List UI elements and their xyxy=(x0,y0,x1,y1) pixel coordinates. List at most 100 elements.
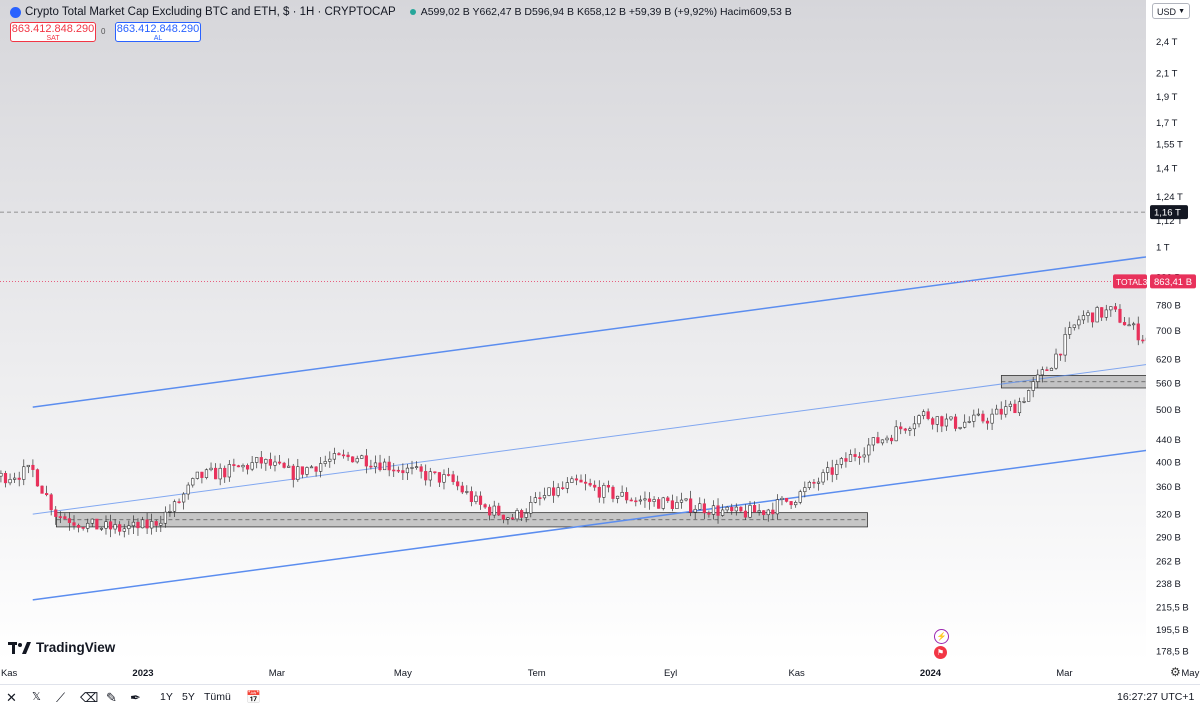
candle-body-262 xyxy=(912,423,917,430)
price-chart[interactable]: 2,7 T2,4 T2,1 T1,9 T1,7 T1,55 T1,4 T1,24… xyxy=(0,0,1200,684)
candle-body-89 xyxy=(122,528,126,532)
candle-body-236 xyxy=(794,502,798,506)
y-tick-label-17: 400 B xyxy=(1156,457,1181,468)
candle-body-69 xyxy=(31,464,35,470)
candle-body-237 xyxy=(798,491,802,503)
event-lightning-icon[interactable]: ⚡ xyxy=(934,629,949,644)
y-tick-label-9: 1 T xyxy=(1156,242,1170,253)
candle-body-253 xyxy=(871,437,875,446)
candle-body-81 xyxy=(86,522,90,529)
y-tick-label-12: 700 B xyxy=(1156,326,1181,337)
candle-body-92 xyxy=(136,521,140,529)
candle-body-99 xyxy=(168,510,172,513)
range-all[interactable]: Tümü xyxy=(204,691,231,703)
candle-body-310 xyxy=(1132,323,1136,326)
candle-body-68 xyxy=(26,464,30,468)
candle-body-197 xyxy=(615,495,620,499)
candle-body-121 xyxy=(268,459,273,466)
candle-body-213 xyxy=(689,498,693,513)
candle-body-250 xyxy=(858,456,862,458)
pattern-tool-icon[interactable]: ⟋ xyxy=(56,690,66,705)
candle-body-275 xyxy=(972,414,976,422)
event-flag-icon[interactable]: ⚑ xyxy=(934,646,947,659)
ohlc-values: A599,02 B Y662,47 B D596,94 B K658,12 B … xyxy=(420,6,792,18)
candle-body-129 xyxy=(305,467,309,475)
candle-body-200 xyxy=(629,499,633,502)
candle-body-182 xyxy=(547,487,551,496)
candle-body-178 xyxy=(529,502,533,514)
candle-body-76 xyxy=(63,516,67,519)
candle-body-94 xyxy=(145,519,149,529)
candle-body-248 xyxy=(848,454,853,462)
candle-body-180 xyxy=(538,497,542,499)
candle-body-104 xyxy=(191,478,195,486)
gear-icon[interactable]: ⚙ xyxy=(1170,665,1181,679)
price-axis[interactable] xyxy=(1146,0,1200,662)
y-tick-label-6: 1,4 T xyxy=(1156,164,1178,175)
candle-body-65 xyxy=(13,477,17,480)
time-axis[interactable] xyxy=(0,662,1200,684)
candle-body-150 xyxy=(401,470,405,474)
symbol-title[interactable]: Crypto Total Market Cap Excluding BTC an… xyxy=(25,6,396,18)
x-icon[interactable]: 𝕏 xyxy=(32,691,41,703)
candle-body-149 xyxy=(396,469,400,472)
candle-body-132 xyxy=(319,463,323,472)
candle-body-186 xyxy=(565,482,569,489)
twitter-icon[interactable]: ✕ xyxy=(6,690,17,705)
y-tick-label-7: 1,24 T xyxy=(1156,192,1183,203)
candle-body-202 xyxy=(638,499,642,502)
sell-label: SAT xyxy=(46,35,60,42)
candle-body-207 xyxy=(661,497,665,509)
candle-body-299 xyxy=(1081,315,1086,321)
candle-body-87 xyxy=(113,524,117,530)
buy-button[interactable]: 863.412.848.290 AL xyxy=(115,22,201,42)
candle-body-218 xyxy=(711,505,716,515)
candle-body-282 xyxy=(1004,406,1008,415)
candle-body-107 xyxy=(204,469,209,478)
candle-body-203 xyxy=(643,498,647,501)
sell-price: 863.412.848.290 xyxy=(11,23,95,35)
candle-body-235 xyxy=(789,501,793,506)
candle-body-66 xyxy=(17,477,21,480)
x-tick-label-2: Kas xyxy=(1,668,18,679)
candle-body-232 xyxy=(775,499,780,515)
candle-body-220 xyxy=(720,509,725,516)
candle-body-229 xyxy=(762,510,766,516)
candle-body-280 xyxy=(995,408,999,415)
brush-icon[interactable]: ✎ xyxy=(106,690,117,705)
candle-body-214 xyxy=(693,508,697,513)
currency-select[interactable]: USD ▼ xyxy=(1152,3,1190,19)
candle-body-166 xyxy=(474,495,478,502)
candle-body-193 xyxy=(597,486,601,498)
candle-body-128 xyxy=(300,466,304,475)
calendar-icon[interactable]: 📅 xyxy=(246,690,261,704)
candle-body-179 xyxy=(533,497,537,503)
channel-upper-line xyxy=(32,248,1200,408)
y-tick-label-3: 1,9 T xyxy=(1156,92,1178,103)
candle-body-288 xyxy=(1031,381,1035,391)
candle-body-234 xyxy=(784,497,789,502)
time-axis-labels: TemEylKas2023MarMayTemEylKas2024MarMayEy… xyxy=(1,668,1200,679)
eraser-icon[interactable]: ⌫ xyxy=(80,690,99,705)
buy-price: 863.412.848.290 xyxy=(116,23,200,35)
candle-body-169 xyxy=(488,506,492,516)
crosshair xyxy=(0,211,1146,282)
candle-body-188 xyxy=(574,478,579,481)
candle-body-167 xyxy=(478,495,483,505)
candle-body-101 xyxy=(177,501,181,503)
market-status-icon xyxy=(409,9,416,15)
sell-button[interactable]: 863.412.848.290 SAT xyxy=(10,22,96,42)
candle-body-281 xyxy=(999,408,1003,415)
candle-body-78 xyxy=(72,522,76,526)
candle-body-122 xyxy=(273,461,277,466)
candle-body-71 xyxy=(40,485,44,494)
candle-body-286 xyxy=(1022,401,1026,403)
crosshair-price-box xyxy=(1150,205,1188,220)
candle-body-120 xyxy=(264,459,268,464)
range-1y[interactable]: 1Y xyxy=(160,691,173,703)
candle-body-119 xyxy=(259,457,263,464)
y-tick-label-8: 1,12 T xyxy=(1156,216,1183,227)
range-5y[interactable]: 5Y xyxy=(182,691,195,703)
candle-body-158 xyxy=(437,472,442,483)
pen-tool-icon[interactable]: ✒ xyxy=(130,690,141,705)
